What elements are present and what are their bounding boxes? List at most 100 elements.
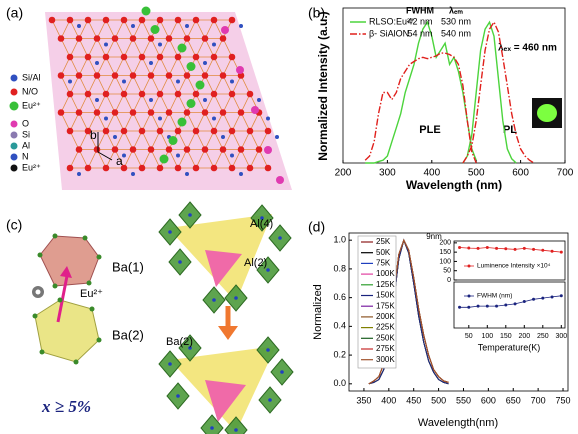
series-marker — [504, 247, 508, 251]
atom — [165, 146, 173, 153]
atom — [93, 146, 101, 153]
bond — [204, 149, 215, 169]
bond — [204, 75, 215, 95]
legend-peak: 530 nm — [441, 16, 471, 26]
bond — [51, 19, 62, 39]
plot-frame — [453, 281, 566, 329]
atom — [122, 153, 126, 158]
atom — [147, 72, 155, 79]
x-tick-label: 650 — [506, 395, 521, 405]
x-tick-label: 100 — [481, 333, 493, 340]
atom — [176, 79, 180, 84]
legend-peak: 540 nm — [441, 28, 471, 38]
atom — [237, 109, 245, 116]
atom — [111, 72, 119, 79]
atom — [82, 235, 88, 241]
series-marker — [476, 246, 480, 250]
bond — [123, 130, 134, 150]
bond — [141, 93, 152, 113]
atom — [96, 337, 102, 343]
atom — [251, 106, 259, 114]
atom — [219, 72, 227, 79]
atom — [48, 16, 56, 24]
atom — [174, 90, 182, 98]
atom — [102, 53, 110, 61]
atom — [212, 42, 216, 47]
bond — [213, 112, 224, 132]
bond — [177, 56, 188, 76]
plot-frame — [348, 232, 569, 392]
atom — [239, 172, 243, 176]
site-label: Al(4) — [250, 218, 273, 230]
x-tick-label: 600 — [481, 395, 496, 405]
atom — [84, 164, 92, 172]
plot-frame — [453, 240, 566, 281]
atom — [120, 127, 128, 135]
bond — [78, 93, 89, 113]
x-tick-label: 750 — [556, 395, 571, 405]
atom — [246, 90, 254, 98]
plot-frame — [342, 7, 566, 164]
atom — [176, 153, 180, 158]
atom — [120, 16, 128, 24]
bond — [60, 38, 71, 58]
atom — [221, 135, 225, 139]
atom — [268, 398, 272, 402]
bond — [222, 75, 233, 95]
axis-name: b — [90, 128, 97, 142]
atom — [75, 109, 83, 116]
bond — [213, 93, 224, 113]
bond — [132, 75, 143, 95]
legend-label: β- SiAlON — [369, 28, 409, 38]
bond — [96, 75, 107, 95]
atom — [102, 16, 110, 24]
bond — [69, 130, 80, 150]
atom — [95, 98, 99, 102]
legend-label: 25K — [376, 237, 391, 246]
bond — [159, 56, 170, 76]
atom — [66, 16, 74, 24]
legend-label: 100K — [376, 269, 395, 278]
bond — [150, 93, 161, 113]
bond — [186, 19, 197, 39]
atom — [129, 109, 137, 116]
bond — [195, 149, 206, 169]
atom — [102, 127, 110, 135]
bond — [78, 56, 89, 76]
bond — [141, 130, 152, 150]
atom — [39, 349, 45, 355]
bond — [177, 149, 188, 169]
polyhedra — [32, 214, 276, 432]
bond — [222, 56, 233, 76]
atom — [236, 66, 244, 74]
atom — [192, 16, 200, 24]
atom — [201, 35, 209, 42]
bond — [159, 38, 170, 58]
bond — [222, 112, 233, 132]
x-tick-label: 700 — [531, 395, 546, 405]
x-tick-label: 600 — [512, 168, 529, 179]
atom — [156, 53, 164, 61]
bond — [240, 75, 251, 95]
atom — [86, 280, 92, 286]
panel-label: (a) — [6, 5, 23, 21]
legend-marker — [10, 131, 18, 139]
bond — [249, 149, 260, 169]
atom — [84, 53, 92, 61]
bond — [132, 93, 143, 113]
bond — [114, 75, 125, 95]
x-tick-label: 400 — [423, 168, 440, 179]
atom — [188, 346, 192, 350]
series-marker — [513, 302, 517, 306]
bond — [159, 112, 170, 132]
atom — [177, 43, 187, 53]
x-tick-label: 500 — [431, 395, 446, 405]
bond — [168, 75, 179, 95]
atom — [93, 35, 101, 42]
atom — [57, 109, 65, 116]
y-tick-label: 200 — [439, 240, 451, 247]
bond — [150, 56, 161, 76]
atom — [159, 154, 169, 164]
atom — [138, 16, 146, 24]
series-line — [459, 247, 562, 253]
